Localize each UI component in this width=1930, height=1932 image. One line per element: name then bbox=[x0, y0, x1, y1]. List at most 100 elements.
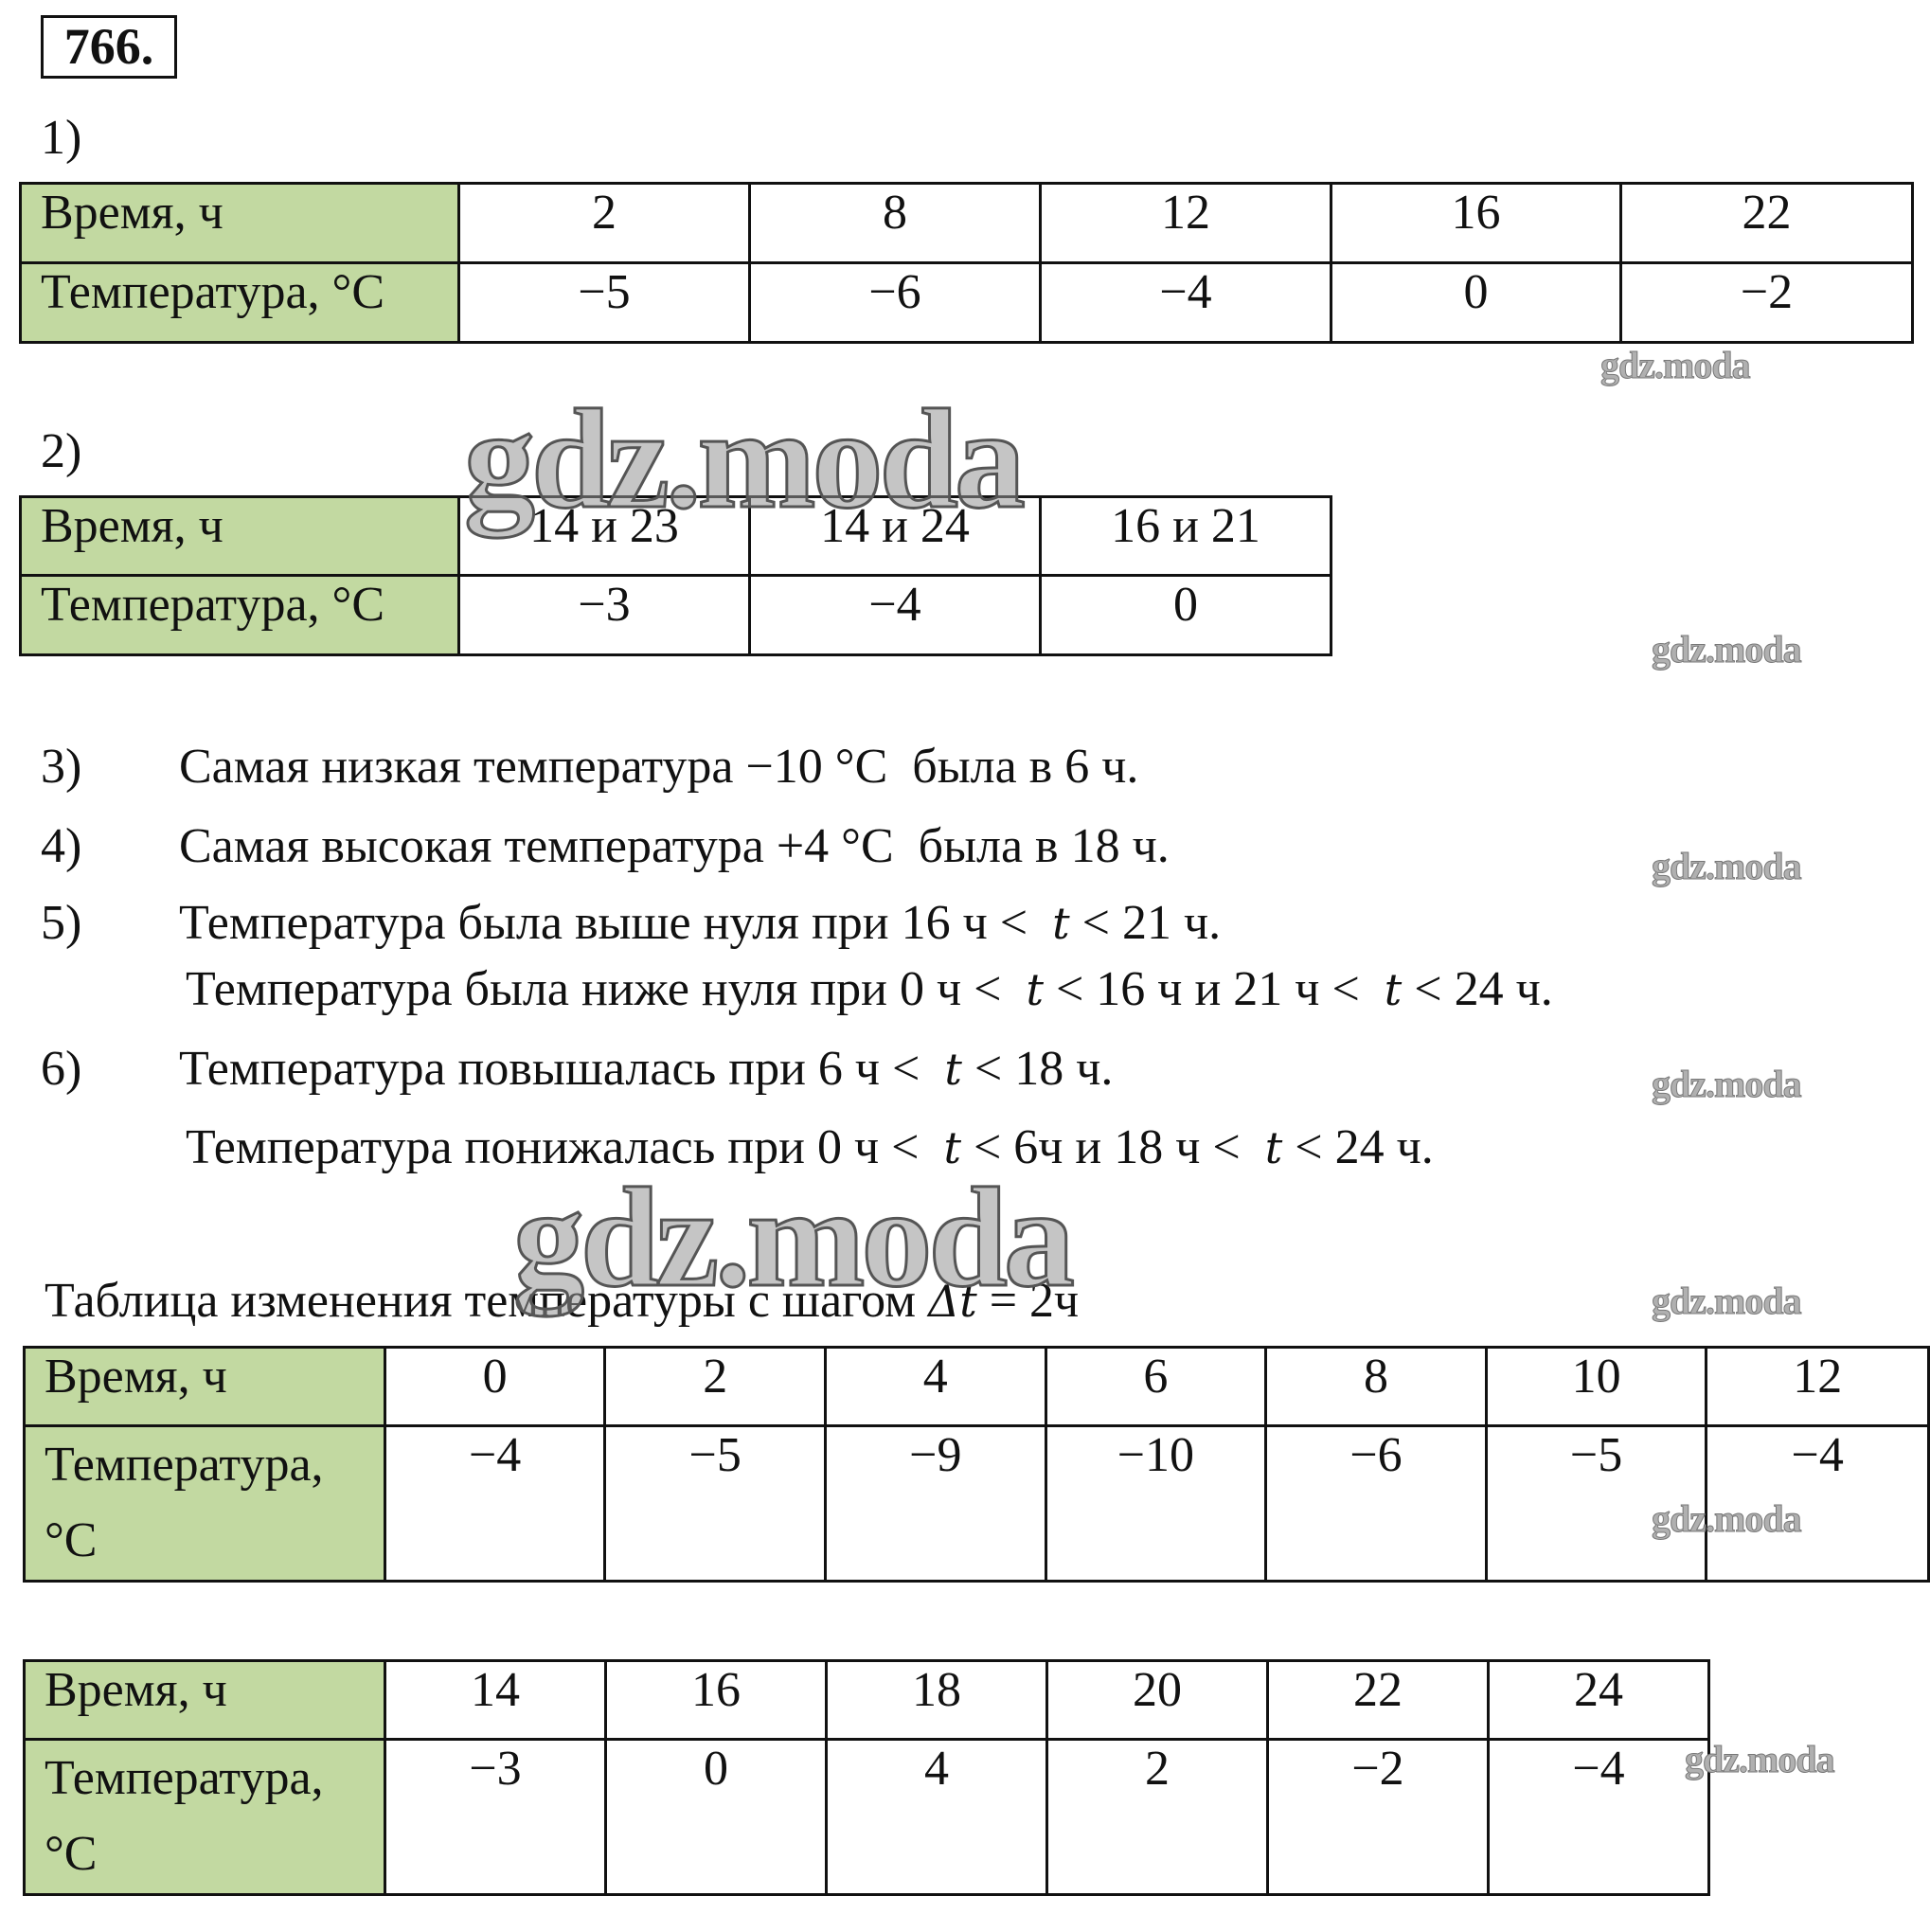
temperature-cell: −4 bbox=[1039, 261, 1332, 344]
part2-label: 2) bbox=[41, 424, 82, 478]
text-segment: Температура понижалась при 0 ч < bbox=[186, 1120, 944, 1174]
watermark-text: gdz.moda bbox=[1652, 1279, 1803, 1323]
time-cell: 24 bbox=[1487, 1659, 1710, 1741]
row-header: Время, ч bbox=[23, 1346, 386, 1427]
time-cell: 16 и 21 bbox=[1039, 495, 1332, 577]
temperature-cell: 0 bbox=[1330, 261, 1622, 344]
text-segment: Температура повышалась при 6 ч < bbox=[179, 1042, 945, 1096]
time-cell: 18 bbox=[825, 1659, 1048, 1741]
answer-line: 3) Самая низкая температура −10 °C была в… bbox=[41, 739, 1138, 796]
time-cell: 14 и 23 bbox=[457, 495, 751, 577]
time-cell: 8 bbox=[748, 182, 1042, 264]
step-table-b: Время, ч 14 16 18 20 22 24 Температура, °C −3 0… bbox=[23, 1659, 1710, 1896]
math-variable: t bbox=[944, 1044, 962, 1095]
text-segment: < 18 ч. bbox=[961, 1042, 1114, 1096]
time-cell: 22 bbox=[1266, 1659, 1490, 1741]
watermark-text: gdz.moda bbox=[1652, 845, 1803, 888]
problem-number: 766. bbox=[41, 15, 177, 79]
math-variable: t bbox=[1384, 964, 1403, 1015]
row-header: Температура, °C bbox=[19, 261, 460, 344]
text-segment: < 24 ч. bbox=[1402, 962, 1553, 1016]
part2-table: Время, ч 14 и 23 14 и 24 16 и 21 Темпера… bbox=[19, 495, 1332, 656]
row-header-line: Температура, bbox=[45, 1438, 324, 1492]
row-header: Температура, °C bbox=[23, 1738, 386, 1896]
text-segment: = 2ч bbox=[976, 1274, 1080, 1328]
answer-line: 6) Температура повышалась при 6 ч < t < 1… bbox=[41, 1041, 1113, 1098]
temperature-cell: −4 bbox=[383, 1424, 607, 1583]
text-segment: Температура была ниже нуля при 0 ч < bbox=[186, 962, 1027, 1016]
temperature-cell: −3 bbox=[457, 574, 751, 656]
temperature-row: Температура, °C −4 −5 −9 −10 −6 −5 −4 bbox=[23, 1424, 1930, 1583]
time-cell: 14 bbox=[384, 1659, 607, 1741]
math-variable: t bbox=[1026, 964, 1044, 1015]
text-segment: < 6ч и 18 ч < bbox=[960, 1120, 1265, 1174]
temperature-cell: −4 bbox=[748, 574, 1042, 656]
watermark-text: gdz.moda bbox=[1652, 628, 1803, 671]
row-header: Время, ч bbox=[23, 1659, 386, 1741]
time-cell: 4 bbox=[824, 1346, 1047, 1427]
time-cell: 12 bbox=[1039, 182, 1332, 264]
row-header: Температура, °C bbox=[23, 1424, 386, 1583]
time-cell: 8 bbox=[1264, 1346, 1488, 1427]
temperature-row: Температура, °C −5 −6 −4 0 −2 bbox=[19, 261, 1914, 344]
part1-label: 1) bbox=[41, 111, 82, 165]
time-cell: 20 bbox=[1045, 1659, 1269, 1741]
temperature-cell: −2 bbox=[1266, 1738, 1490, 1896]
temperature-row: Температура, °C −3 −4 0 bbox=[19, 574, 1332, 656]
time-cell: 14 и 24 bbox=[748, 495, 1042, 577]
time-cell: 16 bbox=[1330, 182, 1622, 264]
math-variable: t bbox=[943, 1122, 961, 1173]
answer-label: 6) bbox=[41, 1042, 82, 1096]
text-segment: Самая низкая температура −10 °C была в 6… bbox=[179, 740, 1139, 794]
row-header: Время, ч bbox=[19, 495, 460, 577]
answer-line: 4) Самая высокая температура +4 °C была в… bbox=[41, 818, 1170, 875]
time-cell: 10 bbox=[1484, 1346, 1708, 1427]
math-variable: t bbox=[1052, 898, 1070, 949]
text-segment: < 16 ч и 21 ч < bbox=[1043, 962, 1385, 1016]
math-variable: t bbox=[1264, 1122, 1283, 1173]
answer-label: 3) bbox=[41, 740, 82, 794]
answer-label: 4) bbox=[41, 819, 82, 873]
temperature-cell: −10 bbox=[1044, 1424, 1268, 1583]
temperature-cell: −4 bbox=[1705, 1424, 1930, 1583]
temperature-cell: −5 bbox=[457, 261, 751, 344]
answer-line: Температура понижалась при 0 ч < t < 6ч … bbox=[41, 1119, 1434, 1176]
temperature-cell: −6 bbox=[748, 261, 1042, 344]
watermark-text: gdz.moda bbox=[1652, 1063, 1803, 1106]
temperature-cell: −5 bbox=[603, 1424, 827, 1583]
time-cell: 12 bbox=[1705, 1346, 1930, 1427]
text-segment: < 24 ч. bbox=[1282, 1120, 1434, 1174]
step-table-a: Время, ч 0 2 4 6 8 10 12 Температура, °C −4 −5 −9… bbox=[23, 1346, 1930, 1583]
watermark-text: gdz.moda bbox=[1600, 344, 1752, 387]
temperature-cell: −3 bbox=[384, 1738, 607, 1896]
watermark-text: gdz.moda bbox=[1652, 1497, 1803, 1541]
text-segment: Таблица изменения температуры с шагом bbox=[45, 1274, 928, 1328]
time-row: Время, ч 14 и 23 14 и 24 16 и 21 bbox=[19, 495, 1332, 577]
row-header: Температура, °C bbox=[19, 574, 460, 656]
answer-line: 5) Температура была выше нуля при 16 ч < … bbox=[41, 895, 1221, 952]
text-segment: Самая высокая температура +4 °C была в 1… bbox=[179, 819, 1170, 873]
answer-line: Температура была ниже нуля при 0 ч < t <… bbox=[41, 961, 1553, 1018]
watermark-logo: gdz.moda bbox=[463, 381, 1028, 538]
row-header-unit: °C bbox=[45, 1827, 98, 1881]
temperature-cell: −5 bbox=[1484, 1424, 1708, 1583]
time-cell: 16 bbox=[604, 1659, 828, 1741]
time-row: Время, ч 2 8 12 16 22 bbox=[19, 182, 1914, 264]
row-header: Время, ч bbox=[19, 182, 460, 264]
temperature-cell: 0 bbox=[604, 1738, 828, 1896]
watermark-logo: gdz.moda bbox=[512, 1159, 1077, 1316]
temperature-cell: −2 bbox=[1619, 261, 1914, 344]
time-cell: 22 bbox=[1619, 182, 1914, 264]
text-segment: Температура была выше нуля при 16 ч < bbox=[179, 896, 1053, 950]
part1-table: Время, ч 2 8 12 16 22 Температура, °C −5… bbox=[19, 182, 1914, 344]
time-row: Время, ч 0 2 4 6 8 10 12 bbox=[23, 1346, 1930, 1427]
temperature-cell: 2 bbox=[1045, 1738, 1269, 1896]
temperature-cell: 0 bbox=[1039, 574, 1332, 656]
watermark-text: gdz.moda bbox=[1685, 1738, 1836, 1781]
math-variable: Δt bbox=[927, 1276, 977, 1327]
temperature-row: Температура, °C −3 0 4 2 −2 −4 bbox=[23, 1738, 1710, 1896]
temperature-cell: −9 bbox=[824, 1424, 1047, 1583]
temperature-cell: −4 bbox=[1487, 1738, 1710, 1896]
time-cell: 0 bbox=[383, 1346, 607, 1427]
row-header-line: Температура, bbox=[45, 1751, 324, 1805]
